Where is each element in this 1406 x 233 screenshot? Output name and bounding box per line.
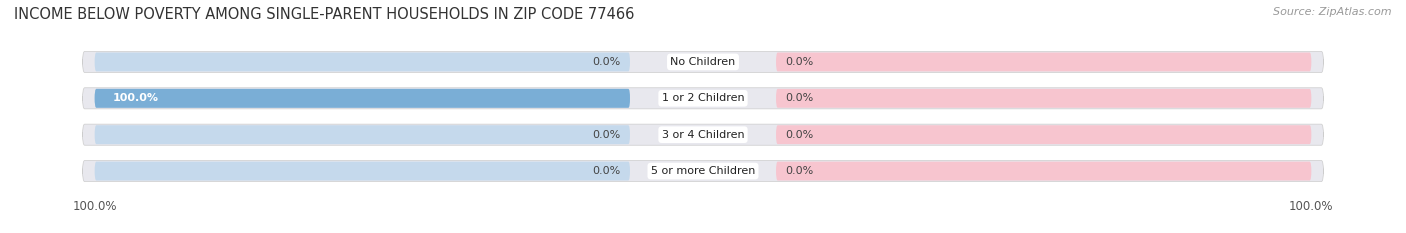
FancyBboxPatch shape: [83, 88, 1323, 109]
FancyBboxPatch shape: [94, 89, 630, 108]
Text: INCOME BELOW POVERTY AMONG SINGLE-PARENT HOUSEHOLDS IN ZIP CODE 77466: INCOME BELOW POVERTY AMONG SINGLE-PARENT…: [14, 7, 634, 22]
Text: No Children: No Children: [671, 57, 735, 67]
FancyBboxPatch shape: [776, 125, 1312, 144]
Text: 0.0%: 0.0%: [592, 166, 621, 176]
FancyBboxPatch shape: [94, 162, 630, 181]
FancyBboxPatch shape: [94, 125, 630, 144]
Text: 0.0%: 0.0%: [592, 130, 621, 140]
FancyBboxPatch shape: [776, 162, 1312, 181]
Text: 3 or 4 Children: 3 or 4 Children: [662, 130, 744, 140]
Text: 100.0%: 100.0%: [112, 93, 159, 103]
Text: 5 or more Children: 5 or more Children: [651, 166, 755, 176]
FancyBboxPatch shape: [83, 51, 1323, 72]
Text: 0.0%: 0.0%: [785, 57, 814, 67]
Text: 0.0%: 0.0%: [785, 166, 814, 176]
Text: 0.0%: 0.0%: [785, 93, 814, 103]
FancyBboxPatch shape: [83, 124, 1323, 145]
Legend: Single Father, Single Mother: Single Father, Single Mother: [586, 229, 820, 233]
Text: 1 or 2 Children: 1 or 2 Children: [662, 93, 744, 103]
Text: 0.0%: 0.0%: [592, 57, 621, 67]
FancyBboxPatch shape: [776, 89, 1312, 108]
FancyBboxPatch shape: [776, 52, 1312, 71]
Text: Source: ZipAtlas.com: Source: ZipAtlas.com: [1274, 7, 1392, 17]
FancyBboxPatch shape: [94, 52, 630, 71]
Text: 0.0%: 0.0%: [785, 130, 814, 140]
FancyBboxPatch shape: [83, 161, 1323, 182]
FancyBboxPatch shape: [94, 89, 630, 108]
